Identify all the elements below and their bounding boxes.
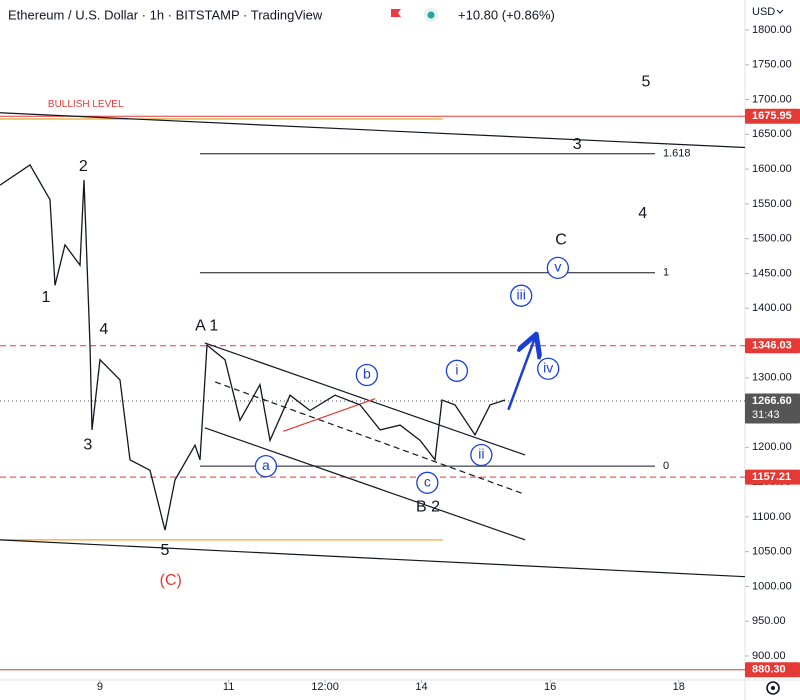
y-tick-label: 1650.00 bbox=[752, 128, 792, 140]
price-change: +10.80 (+0.86%) bbox=[458, 7, 555, 22]
price-box bbox=[745, 662, 800, 678]
price-box-label: 1157.21 bbox=[752, 471, 791, 483]
y-tick-label: 1000.00 bbox=[752, 580, 792, 592]
trend-line bbox=[0, 112, 746, 149]
plot: 1.618 1 0 BULLISH LEVEL 5 3 4 C 2 1 4 3 5 (C) A 1 B 2 a b… bbox=[0, 73, 746, 671]
status-dot bbox=[427, 11, 435, 19]
wave-label: i bbox=[455, 362, 458, 378]
y-tick-label: 1500.00 bbox=[752, 233, 792, 245]
wave-circle bbox=[254, 454, 278, 478]
y-tick-label: 1450.00 bbox=[752, 267, 792, 279]
y-tick-label: 1050.00 bbox=[752, 546, 792, 558]
trend-line bbox=[214, 381, 523, 494]
price-box bbox=[745, 469, 800, 485]
fib-label: 1 bbox=[663, 267, 669, 279]
y-tick-label: 1700.00 bbox=[752, 93, 792, 105]
y-tick-label: 1100.00 bbox=[752, 511, 791, 523]
projection-arrow bbox=[507, 337, 535, 411]
y-tick-label: 1550.00 bbox=[752, 198, 792, 210]
wave-circle bbox=[546, 256, 570, 280]
wave-label: 1 bbox=[42, 289, 51, 306]
wave-label: 4 bbox=[638, 205, 647, 222]
wave-label: a bbox=[262, 457, 270, 473]
y-tick-label: 1300.00 bbox=[752, 372, 792, 384]
y-tick-label: 1800.00 bbox=[752, 24, 792, 36]
y-tick-label: 950.00 bbox=[752, 615, 786, 627]
currency-selector[interactable]: USD bbox=[752, 6, 775, 18]
x-tick-label: 9 bbox=[97, 681, 103, 693]
flag-icon[interactable] bbox=[391, 9, 401, 17]
wave-circle bbox=[510, 284, 533, 307]
countdown: 31:43 bbox=[752, 409, 780, 421]
y-tick-label: 1200.00 bbox=[752, 441, 792, 453]
wave-label: A 1 bbox=[195, 318, 218, 335]
wave-circle bbox=[537, 357, 560, 380]
price-box bbox=[745, 338, 800, 354]
chart-title: Ethereum / U.S. Dollar · 1h · BITSTAMP ·… bbox=[8, 7, 323, 22]
trend-line bbox=[0, 539, 746, 578]
fib-label: 0 bbox=[663, 460, 669, 472]
price-box bbox=[745, 393, 800, 424]
wave-label: 3 bbox=[573, 136, 582, 153]
level-note: BULLISH LEVEL bbox=[48, 99, 124, 110]
wave-label: 2 bbox=[79, 158, 88, 175]
wave-label: 4 bbox=[99, 321, 108, 338]
currency-chevron[interactable] bbox=[776, 9, 784, 14]
wave-label: (C) bbox=[160, 572, 182, 589]
wave-circle bbox=[470, 443, 493, 467]
wave-label: c bbox=[424, 474, 431, 490]
trend-line bbox=[204, 342, 526, 456]
wave-label: 5 bbox=[642, 73, 651, 90]
wave-label: C bbox=[555, 231, 567, 248]
wave-label: iv bbox=[543, 359, 553, 375]
x-tick-label: 14 bbox=[415, 681, 427, 693]
wave-circle bbox=[355, 363, 379, 387]
price-box-label: 880.30 bbox=[752, 664, 786, 676]
fib-label: 1.618 bbox=[663, 148, 691, 160]
trend-line bbox=[283, 398, 376, 432]
wave-label: 5 bbox=[160, 542, 169, 559]
price-box-label: 1675.95 bbox=[752, 110, 792, 122]
wave-label: 3 bbox=[83, 436, 92, 453]
x-tick-label: 18 bbox=[673, 681, 685, 693]
price-box bbox=[745, 108, 800, 124]
wave-label: b bbox=[363, 366, 371, 382]
y-tick-label: 1400.00 bbox=[752, 302, 792, 314]
x-tick-label: 16 bbox=[544, 681, 556, 693]
y-tick-label: 1600.00 bbox=[752, 163, 792, 175]
wave-label: ii bbox=[478, 446, 484, 462]
y-tick-label: 900.00 bbox=[752, 650, 786, 662]
x-tick-label: 11 bbox=[223, 681, 234, 693]
wave-circle bbox=[445, 359, 469, 382]
x-tick-label: 12:00 bbox=[311, 681, 339, 693]
wave-label: v bbox=[554, 259, 561, 275]
settings-icon[interactable] bbox=[766, 681, 780, 695]
price-line-series bbox=[0, 163, 506, 531]
y-tick-label: 1750.00 bbox=[752, 59, 792, 71]
price-box-label: 1266.60 bbox=[752, 395, 792, 407]
wave-circle bbox=[416, 471, 439, 494]
wave-label: iii bbox=[517, 286, 526, 302]
wave-label: B 2 bbox=[416, 498, 440, 515]
trend-line bbox=[204, 427, 526, 541]
price-box-label: 1346.03 bbox=[752, 340, 792, 352]
